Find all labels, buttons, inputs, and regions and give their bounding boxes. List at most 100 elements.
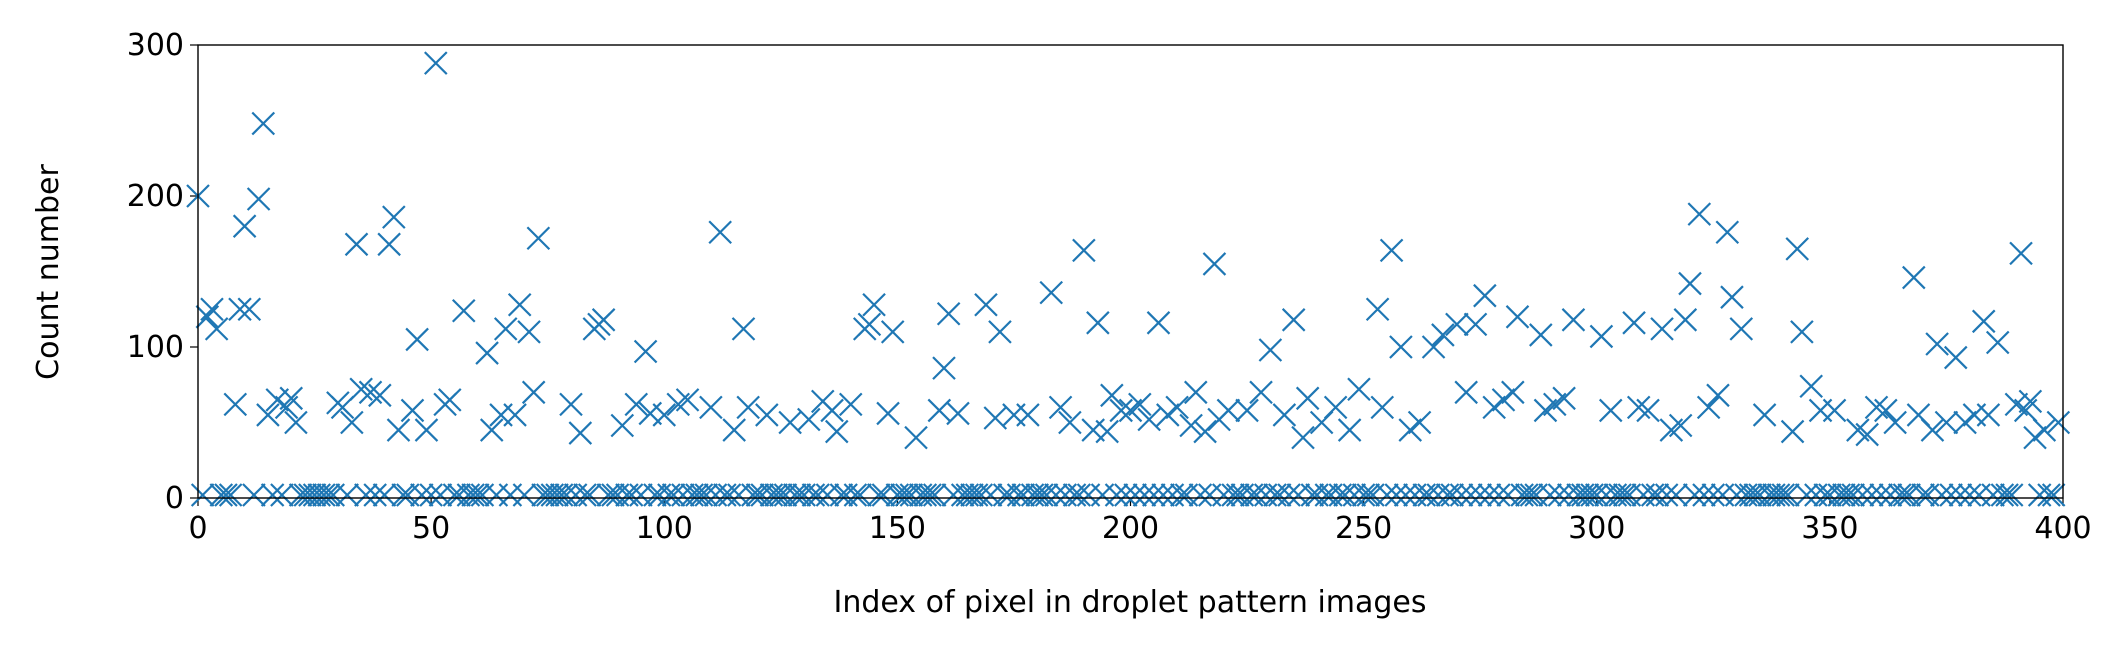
point	[1715, 220, 1740, 245]
point	[1370, 395, 1395, 420]
point	[1939, 483, 1963, 507]
point	[1188, 483, 1213, 507]
point	[1692, 483, 1716, 507]
point	[1706, 383, 1730, 408]
point	[1668, 413, 1693, 438]
point	[386, 418, 411, 442]
point	[1463, 312, 1488, 337]
point	[848, 483, 872, 507]
point	[1100, 383, 1124, 408]
point	[988, 320, 1012, 344]
point	[1379, 238, 1404, 263]
point	[2023, 425, 2047, 450]
point	[694, 483, 718, 507]
point	[1398, 418, 1423, 442]
point	[1156, 403, 1180, 427]
point	[1622, 311, 1646, 335]
point	[1999, 483, 2024, 507]
point	[1505, 305, 1530, 329]
point	[1407, 410, 1432, 435]
point	[1664, 483, 1688, 507]
point	[214, 483, 238, 507]
point	[1142, 483, 1166, 507]
point	[974, 292, 998, 317]
x-tick-label: 0	[188, 511, 207, 546]
point	[1776, 483, 1800, 507]
point	[843, 483, 868, 507]
point	[1930, 483, 1954, 507]
point	[783, 483, 807, 507]
point	[242, 483, 266, 507]
y-tick-label: 0	[165, 481, 184, 516]
x-tick-label: 200	[1102, 511, 1159, 546]
point	[204, 317, 229, 341]
point	[1016, 403, 1040, 427]
point	[1356, 483, 1381, 507]
point	[1431, 323, 1455, 347]
point	[1440, 483, 1464, 507]
point	[190, 483, 215, 507]
point	[573, 483, 597, 507]
point	[619, 483, 644, 507]
point	[414, 418, 439, 442]
point	[880, 320, 905, 344]
point	[652, 403, 677, 427]
point	[507, 292, 532, 317]
point	[1277, 483, 1301, 507]
point	[1487, 483, 1511, 507]
point	[1146, 311, 1171, 335]
point	[1244, 483, 1269, 507]
point	[1547, 483, 1572, 507]
point	[838, 392, 863, 417]
point	[344, 232, 369, 257]
point	[932, 356, 956, 380]
point	[559, 392, 583, 417]
point	[316, 483, 341, 507]
point	[960, 483, 984, 507]
point	[1323, 395, 1348, 420]
point	[368, 383, 392, 408]
point	[437, 388, 462, 412]
x-tick-label: 100	[636, 511, 693, 546]
point	[1034, 483, 1059, 507]
point	[1375, 483, 1399, 507]
point	[1258, 338, 1283, 362]
point	[354, 483, 378, 507]
point	[451, 298, 476, 323]
point	[1584, 483, 1609, 507]
point	[1067, 483, 1091, 507]
point	[591, 308, 616, 332]
point	[218, 483, 243, 507]
point	[1058, 410, 1082, 435]
point	[1337, 418, 1362, 442]
point	[475, 341, 499, 365]
point	[675, 388, 700, 412]
point	[1608, 483, 1632, 507]
point	[1170, 483, 1194, 507]
point	[545, 483, 569, 507]
point	[1911, 483, 1935, 507]
point	[918, 483, 942, 507]
point	[913, 483, 938, 507]
point	[1519, 483, 1544, 507]
point	[1883, 410, 1907, 435]
point	[624, 392, 649, 417]
point	[1752, 403, 1777, 427]
point	[890, 483, 914, 507]
point	[1501, 380, 1525, 405]
point	[1291, 425, 1315, 450]
point	[862, 292, 886, 317]
point	[1538, 483, 1562, 507]
point	[1575, 483, 1600, 507]
plot-frame	[197, 44, 2064, 499]
point	[1221, 483, 1245, 507]
point	[1860, 483, 1884, 507]
point	[1184, 380, 1208, 405]
point	[274, 395, 299, 420]
point	[824, 419, 849, 444]
point	[1454, 380, 1478, 405]
point	[1095, 419, 1119, 444]
point	[1696, 395, 1721, 420]
point	[577, 483, 602, 507]
x-tick-label: 50	[412, 511, 450, 546]
